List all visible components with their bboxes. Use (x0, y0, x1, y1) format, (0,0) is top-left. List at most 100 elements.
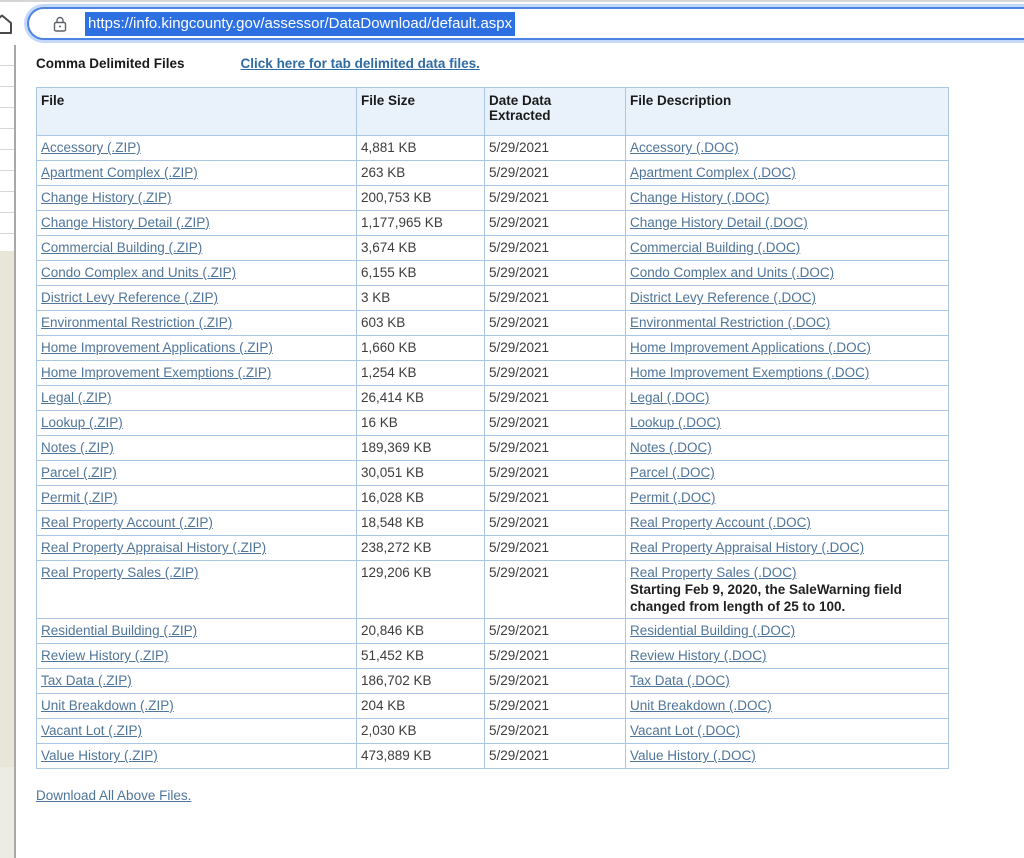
file-description-cell: Home Improvement Exemptions (.DOC) (625, 360, 949, 386)
table-row: Accessory (.ZIP) 4,881 KB 5/29/2021 Accesso… (36, 135, 949, 161)
file-size-cell: 4,881 KB (356, 135, 485, 161)
file-size-cell: 603 KB (356, 310, 485, 336)
file-size-cell: 6,155 KB (356, 260, 485, 286)
zip-file-link[interactable]: Notes (.ZIP) (41, 440, 114, 455)
file-description-cell: Apartment Complex (.DOC) (625, 160, 949, 186)
url-input[interactable]: https://info.kingcounty.gov/assessor/Dat… (85, 11, 516, 36)
zip-file-link[interactable]: Parcel (.ZIP) (41, 465, 117, 480)
file-description-cell: Condo Complex and Units (.DOC) (625, 260, 949, 286)
file-size-cell: 3,674 KB (356, 235, 485, 261)
zip-file-link[interactable]: Environmental Restriction (.ZIP) (41, 315, 233, 330)
download-all-link[interactable]: Download All Above Files. (36, 788, 192, 803)
doc-file-link[interactable]: Home Improvement Exemptions (.DOC) (630, 365, 870, 380)
date-extracted-cell: 5/29/2021 (484, 668, 626, 694)
file-cell: Real Property Sales (.ZIP) (36, 560, 357, 619)
doc-file-link[interactable]: Commercial Building (.DOC) (630, 240, 801, 255)
doc-file-link[interactable]: Tax Data (.DOC) (630, 673, 730, 688)
zip-file-link[interactable]: Apartment Complex (.ZIP) (41, 165, 198, 180)
doc-file-link[interactable]: Apartment Complex (.DOC) (630, 165, 796, 180)
file-cell: Real Property Appraisal History (.ZIP) (36, 535, 357, 561)
file-description-cell: Real Property Account (.DOC) (625, 510, 949, 536)
zip-file-link[interactable]: Change History (.ZIP) (41, 190, 172, 205)
table-row: Change History Detail (.ZIP) 1,177,965 KB… (36, 210, 949, 236)
doc-file-link[interactable]: Legal (.DOC) (630, 390, 710, 405)
doc-file-link[interactable]: Change History Detail (.DOC) (630, 215, 808, 230)
tab-delimited-link[interactable]: Click here for tab delimited data files. (240, 56, 480, 71)
file-description-cell: Legal (.DOC) (625, 385, 949, 411)
doc-file-link[interactable]: Vacant Lot (.DOC) (630, 723, 741, 738)
doc-file-link[interactable]: Condo Complex and Units (.DOC) (630, 265, 835, 280)
file-cell: Home Improvement Applications (.ZIP) (36, 335, 357, 361)
table-row: Legal (.ZIP) 26,414 KB 5/29/2021 Legal (.DO… (36, 385, 949, 411)
file-size-cell: 189,369 KB (356, 435, 485, 461)
zip-file-link[interactable]: Vacant Lot (.ZIP) (41, 723, 143, 738)
file-cell: Legal (.ZIP) (36, 385, 357, 411)
background-beige (0, 251, 14, 767)
file-table-body: Accessory (.ZIP) 4,881 KB 5/29/2021 Accesso… (36, 135, 949, 769)
date-extracted-cell: 5/29/2021 (484, 310, 626, 336)
file-size-cell: 204 KB (356, 693, 485, 719)
file-size-cell: 26,414 KB (356, 385, 485, 411)
date-extracted-cell: 5/29/2021 (484, 160, 626, 186)
table-row: Unit Breakdown (.ZIP) 204 KB 5/29/2021 Unit… (36, 693, 949, 719)
file-cell: District Levy Reference (.ZIP) (36, 285, 357, 311)
zip-file-link[interactable]: Change History Detail (.ZIP) (41, 215, 210, 230)
zip-file-link[interactable]: Real Property Sales (.ZIP) (41, 565, 199, 580)
zip-file-link[interactable]: Accessory (.ZIP) (41, 140, 141, 155)
file-cell: Permit (.ZIP) (36, 485, 357, 511)
zip-file-link[interactable]: Lookup (.ZIP) (41, 415, 123, 430)
doc-file-link[interactable]: Residential Building (.DOC) (630, 623, 796, 638)
zip-file-link[interactable]: Real Property Appraisal History (.ZIP) (41, 540, 267, 555)
doc-file-link[interactable]: Unit Breakdown (.DOC) (630, 698, 772, 713)
background-window-strip (0, 45, 14, 858)
date-extracted-cell: 5/29/2021 (484, 560, 626, 619)
file-size-cell: 186,702 KB (356, 668, 485, 694)
doc-file-link[interactable]: Change History (.DOC) (630, 190, 770, 205)
file-description-cell: Permit (.DOC) (625, 485, 949, 511)
table-row: Change History (.ZIP) 200,753 KB 5/29/2021… (36, 185, 949, 211)
header-date-extracted: Date Data Extracted (484, 87, 626, 136)
file-cell: Notes (.ZIP) (36, 435, 357, 461)
doc-file-link[interactable]: Permit (.DOC) (630, 490, 716, 505)
url-bar[interactable]: https://info.kingcounty.gov/assessor/Dat… (29, 9, 1024, 38)
table-row: Tax Data (.ZIP) 186,702 KB 5/29/2021 Tax Da… (36, 668, 949, 694)
zip-file-link[interactable]: Permit (.ZIP) (41, 490, 118, 505)
doc-file-link[interactable]: Real Property Sales (.DOC) (630, 565, 797, 580)
doc-file-link[interactable]: Lookup (.DOC) (630, 415, 721, 430)
file-description-cell: Real Property Appraisal History (.DOC) (625, 535, 949, 561)
doc-file-link[interactable]: Accessory (.DOC) (630, 140, 739, 155)
lock-icon[interactable] (53, 16, 67, 32)
zip-file-link[interactable]: Condo Complex and Units (.ZIP) (41, 265, 237, 280)
zip-file-link[interactable]: Value History (.ZIP) (41, 748, 158, 763)
table-row: Real Property Appraisal History (.ZIP) 23… (36, 535, 949, 561)
doc-file-link[interactable]: Home Improvement Applications (.DOC) (630, 340, 871, 355)
doc-file-link[interactable]: Review History (.DOC) (630, 648, 767, 663)
zip-file-link[interactable]: Unit Breakdown (.ZIP) (41, 698, 174, 713)
zip-file-link[interactable]: Real Property Account (.ZIP) (41, 515, 213, 530)
doc-file-link[interactable]: Real Property Appraisal History (.DOC) (630, 540, 865, 555)
zip-file-link[interactable]: Commercial Building (.ZIP) (41, 240, 203, 255)
date-extracted-cell: 5/29/2021 (484, 718, 626, 744)
file-size-cell: 30,051 KB (356, 460, 485, 486)
file-size-cell: 51,452 KB (356, 643, 485, 669)
zip-file-link[interactable]: Home Improvement Exemptions (.ZIP) (41, 365, 272, 380)
file-size-cell: 263 KB (356, 160, 485, 186)
zip-file-link[interactable]: Review History (.ZIP) (41, 648, 169, 663)
doc-file-link[interactable]: Environmental Restriction (.DOC) (630, 315, 831, 330)
doc-file-link[interactable]: District Levy Reference (.DOC) (630, 290, 817, 305)
zip-file-link[interactable]: District Levy Reference (.ZIP) (41, 290, 219, 305)
date-extracted-cell: 5/29/2021 (484, 618, 626, 644)
table-row: Review History (.ZIP) 51,452 KB 5/29/2021 R… (36, 643, 949, 669)
zip-file-link[interactable]: Residential Building (.ZIP) (41, 623, 198, 638)
doc-file-link[interactable]: Parcel (.DOC) (630, 465, 715, 480)
file-cell: Change History (.ZIP) (36, 185, 357, 211)
doc-file-link[interactable]: Real Property Account (.DOC) (630, 515, 811, 530)
zip-file-link[interactable]: Tax Data (.ZIP) (41, 673, 132, 688)
table-row: Vacant Lot (.ZIP) 2,030 KB 5/29/2021 Vacant… (36, 718, 949, 744)
zip-file-link[interactable]: Legal (.ZIP) (41, 390, 112, 405)
home-icon[interactable] (0, 12, 14, 36)
zip-file-link[interactable]: Home Improvement Applications (.ZIP) (41, 340, 273, 355)
window-top-edge (0, 0, 1024, 2)
doc-file-link[interactable]: Notes (.DOC) (630, 440, 712, 455)
doc-file-link[interactable]: Value History (.DOC) (630, 748, 756, 763)
